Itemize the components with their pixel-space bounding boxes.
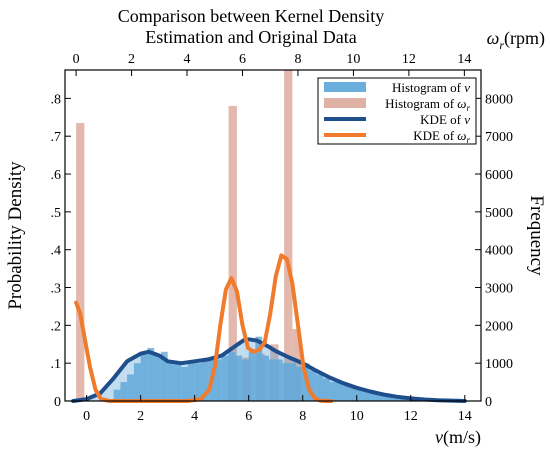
- x-bottom-axis-label: v(m/s): [435, 427, 481, 448]
- histogram-v-bars: [113, 336, 418, 401]
- x-top-tick-label: 0: [73, 52, 80, 67]
- histogram-v-bar: [113, 389, 121, 401]
- x-bottom-tick-label: 10: [350, 409, 364, 424]
- y-right-tick-label: 1000: [485, 357, 513, 372]
- histogram-v-bar: [127, 374, 134, 401]
- histogram-v-bar: [289, 363, 296, 401]
- y-left-tick-label: .8: [51, 92, 62, 107]
- histogram-v-bar: [201, 359, 209, 401]
- y-right-tick-label: 0: [485, 395, 492, 410]
- histogram-omega-bar: [292, 329, 301, 401]
- histogram-v-bar: [174, 363, 182, 401]
- x-top-tick-label: 8: [294, 52, 301, 67]
- axes: 0 2 4 6 8 10 12 14 0 2 4 6 8 10 12 14 0 .1 .2 .3 .4 .5 .6 .7 .8 0…: [5, 28, 547, 448]
- histogram-v-bar: [329, 382, 337, 401]
- histogram-omega-bar: [76, 123, 85, 401]
- y-right-tick-label: 5000: [485, 206, 513, 221]
- histogram-v-bar: [377, 393, 384, 401]
- histogram-v-bar: [350, 385, 357, 401]
- y-left-tick-label: .2: [51, 319, 62, 334]
- legend-label: Histogram of ωr: [385, 96, 470, 113]
- histogram-v-bar: [187, 363, 195, 401]
- legend-label: Histogram of v: [392, 80, 470, 95]
- x-top-tick-label: 14: [457, 52, 471, 67]
- histogram-v-bar: [390, 397, 398, 401]
- histogram-v-bar: [268, 359, 276, 401]
- y-left-tick-label: .3: [51, 282, 62, 297]
- x-top-tick-label: 6: [239, 52, 246, 67]
- y-right-tick-label: 3000: [485, 282, 513, 297]
- histogram-omega-bar: [284, 70, 293, 401]
- chart-title-line-1: Comparison between Kernel Density: [118, 6, 384, 26]
- x-bottom-tick-label: 0: [83, 409, 90, 424]
- x-top-tick-label: 12: [402, 52, 416, 67]
- histogram-v-bar: [309, 370, 317, 401]
- histogram-v-bar: [356, 389, 364, 401]
- x-bottom-tick-label: 6: [245, 409, 252, 424]
- kde-lines: [71, 253, 467, 403]
- y-left-tick-label: .1: [51, 357, 62, 372]
- x-bottom-tick-label: 8: [299, 409, 306, 424]
- legend-label: KDE of ωr: [413, 128, 470, 145]
- y-left-tick-label: .7: [51, 130, 62, 145]
- histogram-v-bar: [160, 351, 168, 401]
- histogram-v-bar: [255, 336, 263, 401]
- kde-v-line: [71, 337, 467, 403]
- histogram-v-bar: [133, 363, 141, 401]
- histogram-v-bar: [296, 367, 303, 401]
- y-left-axis-label: Probability Density: [5, 161, 26, 310]
- histogram-v-bar: [147, 348, 155, 401]
- kde-omega-line: [74, 253, 334, 403]
- plot-frame: [64, 69, 482, 402]
- histogram-omega-bar: [228, 105, 237, 402]
- histogram-v-bar: [181, 367, 188, 401]
- histogram-v-bar: [336, 382, 344, 401]
- histogram-v-bar: [241, 359, 249, 401]
- x-top-tick-label: 2: [128, 52, 135, 67]
- histogram-v-bar: [120, 382, 128, 401]
- y-right-tick-label: 6000: [485, 168, 513, 183]
- y-right-tick-label: 4000: [485, 244, 513, 259]
- x-top-tick-label: 4: [184, 52, 191, 67]
- histogram-v-bar: [275, 359, 283, 401]
- histogram-v-bar: [167, 363, 175, 401]
- histogram-v-bar: [370, 393, 377, 401]
- legend-swatch: [324, 82, 366, 92]
- histogram-v-bar: [316, 374, 323, 401]
- y-right-axis-label: Frequency: [526, 195, 547, 276]
- x-bottom-tick-label: 4: [191, 409, 198, 424]
- histogram-v-bar: [262, 355, 269, 401]
- y-right-tick-label: 7000: [485, 130, 513, 145]
- histogram-v-bar: [194, 363, 202, 401]
- x-bottom-tick-label: 2: [137, 409, 144, 424]
- y-left-tick-label: 0: [54, 395, 61, 410]
- histogram-v-bar: [363, 389, 371, 401]
- y-right-tick-label: 8000: [485, 92, 513, 107]
- histogram-v-bar: [383, 393, 391, 401]
- legend-label: KDE of v: [420, 112, 470, 127]
- histogram-v-bar: [323, 378, 330, 401]
- y-left-tick-label: .5: [51, 206, 62, 221]
- y-right-tick-label: 2000: [485, 319, 513, 334]
- histogram-v-bar: [228, 351, 236, 401]
- histogram-v-bar: [235, 355, 242, 401]
- x-bottom-tick-label: 14: [458, 409, 472, 424]
- kde-v-area: [73, 339, 465, 401]
- y-left-tick-label: .4: [51, 244, 62, 259]
- x-top-tick-label: 10: [346, 52, 360, 67]
- histogram-v-bar: [221, 355, 229, 401]
- histogram-v-bar: [214, 359, 222, 401]
- legend-swatch: [324, 98, 366, 108]
- chart-title-line-2: Estimation and Original Data: [145, 27, 356, 47]
- histogram-v-bar: [140, 351, 148, 401]
- y-left-tick-label: .6: [51, 168, 62, 183]
- histogram-v-bar: [343, 385, 350, 401]
- x-bottom-tick-label: 12: [404, 409, 418, 424]
- histogram-v-bar: [154, 355, 161, 401]
- histogram-v-bar: [248, 351, 256, 401]
- x-top-axis-label: ωr(rpm): [487, 28, 545, 52]
- histogram-v-bar: [282, 363, 290, 401]
